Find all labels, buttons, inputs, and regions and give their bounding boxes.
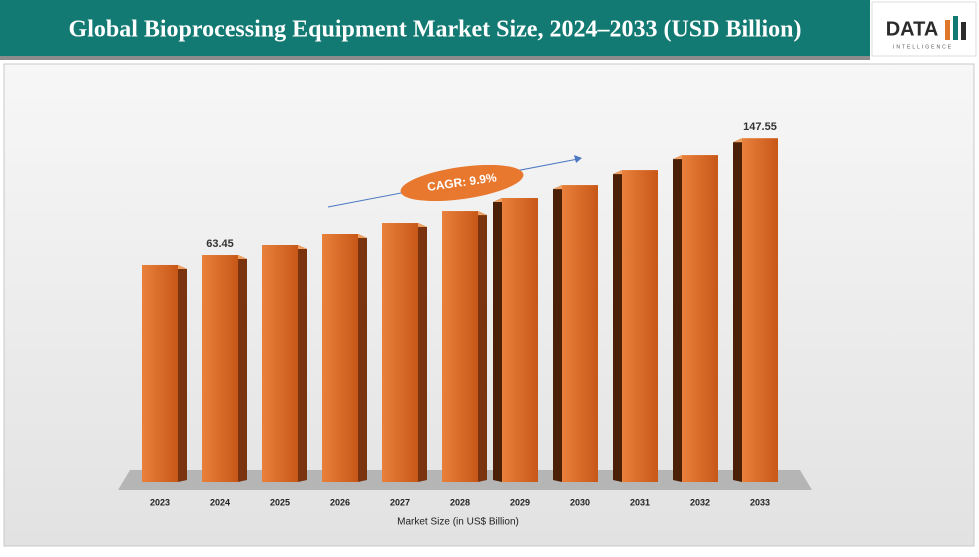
bar — [322, 234, 358, 482]
cagr-badge — [400, 164, 524, 202]
bar-side — [418, 223, 427, 482]
bar-side — [673, 155, 682, 482]
bar — [202, 255, 238, 482]
chart-title: Global Bioprocessing Equipment Market Si… — [69, 17, 802, 43]
bar — [502, 198, 538, 482]
bar-side — [178, 264, 187, 482]
value-label: 63.45 — [206, 238, 234, 250]
bar — [622, 170, 658, 482]
x-tick-label: 2026 — [330, 497, 350, 507]
bar — [742, 138, 778, 482]
header-rule — [0, 56, 870, 60]
bar-side — [238, 255, 247, 482]
bar — [442, 211, 478, 483]
x-tick-label: 2030 — [570, 497, 590, 507]
x-tick-label: 2025 — [270, 497, 290, 507]
bar — [562, 185, 598, 483]
x-tick-label: 2029 — [510, 497, 530, 507]
bar-side — [358, 234, 367, 482]
bar — [382, 223, 418, 482]
bar — [262, 244, 298, 482]
bar-side — [478, 211, 487, 483]
logo-icon — [945, 20, 950, 40]
x-tick-label: 2023 — [150, 497, 170, 507]
bar-side — [613, 170, 622, 482]
x-tick-label: 2024 — [210, 497, 230, 507]
x-tick-label: 2031 — [630, 497, 650, 507]
bar-side — [733, 138, 742, 482]
logo-tagline: INTELLIGENCE — [893, 44, 953, 50]
logo-name: DATA — [886, 18, 939, 40]
bar-side — [493, 198, 502, 482]
bar — [682, 155, 718, 482]
value-label: 147.55 — [743, 121, 777, 133]
bar — [142, 264, 178, 482]
x-tick-label: 2032 — [690, 497, 710, 507]
x-tick-label: 2027 — [390, 497, 410, 507]
logo-icon — [953, 16, 958, 40]
x-axis-title: Market Size (in US$ Billion) — [397, 517, 519, 528]
arrow-head — [574, 155, 582, 163]
logo-icon — [961, 22, 966, 40]
header-bar — [0, 0, 870, 56]
logo-box — [871, 1, 977, 57]
bar-side — [553, 185, 562, 483]
x-tick-label: 2033 — [750, 497, 770, 507]
x-tick-label: 2028 — [450, 497, 470, 507]
bar-side — [298, 244, 307, 482]
